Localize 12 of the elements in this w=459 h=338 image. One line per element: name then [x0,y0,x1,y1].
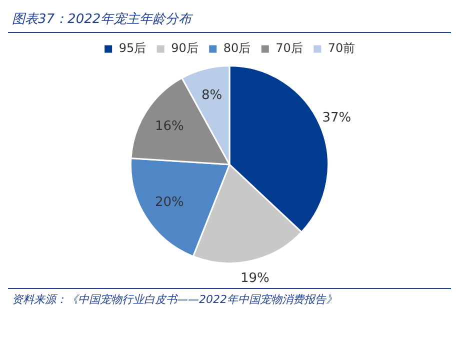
legend-label: 95后 [118,41,146,56]
legend-label: 70前 [328,41,356,56]
legend-label: 70后 [276,41,303,56]
data-label: 16% [155,118,184,134]
chart-title: 图表37：2022年宠主年龄分布 [8,8,451,33]
data-label: 37% [322,110,352,126]
data-label: 20% [155,194,184,210]
text: 资料来源：《中国宠物行业白皮书——2022年中国宠物消费报告》 [12,292,338,307]
data-label: 19% [240,270,270,286]
legend-label: 90后 [171,41,198,56]
legend-label: 80后 [223,41,251,56]
data-label: 8% [202,88,222,104]
